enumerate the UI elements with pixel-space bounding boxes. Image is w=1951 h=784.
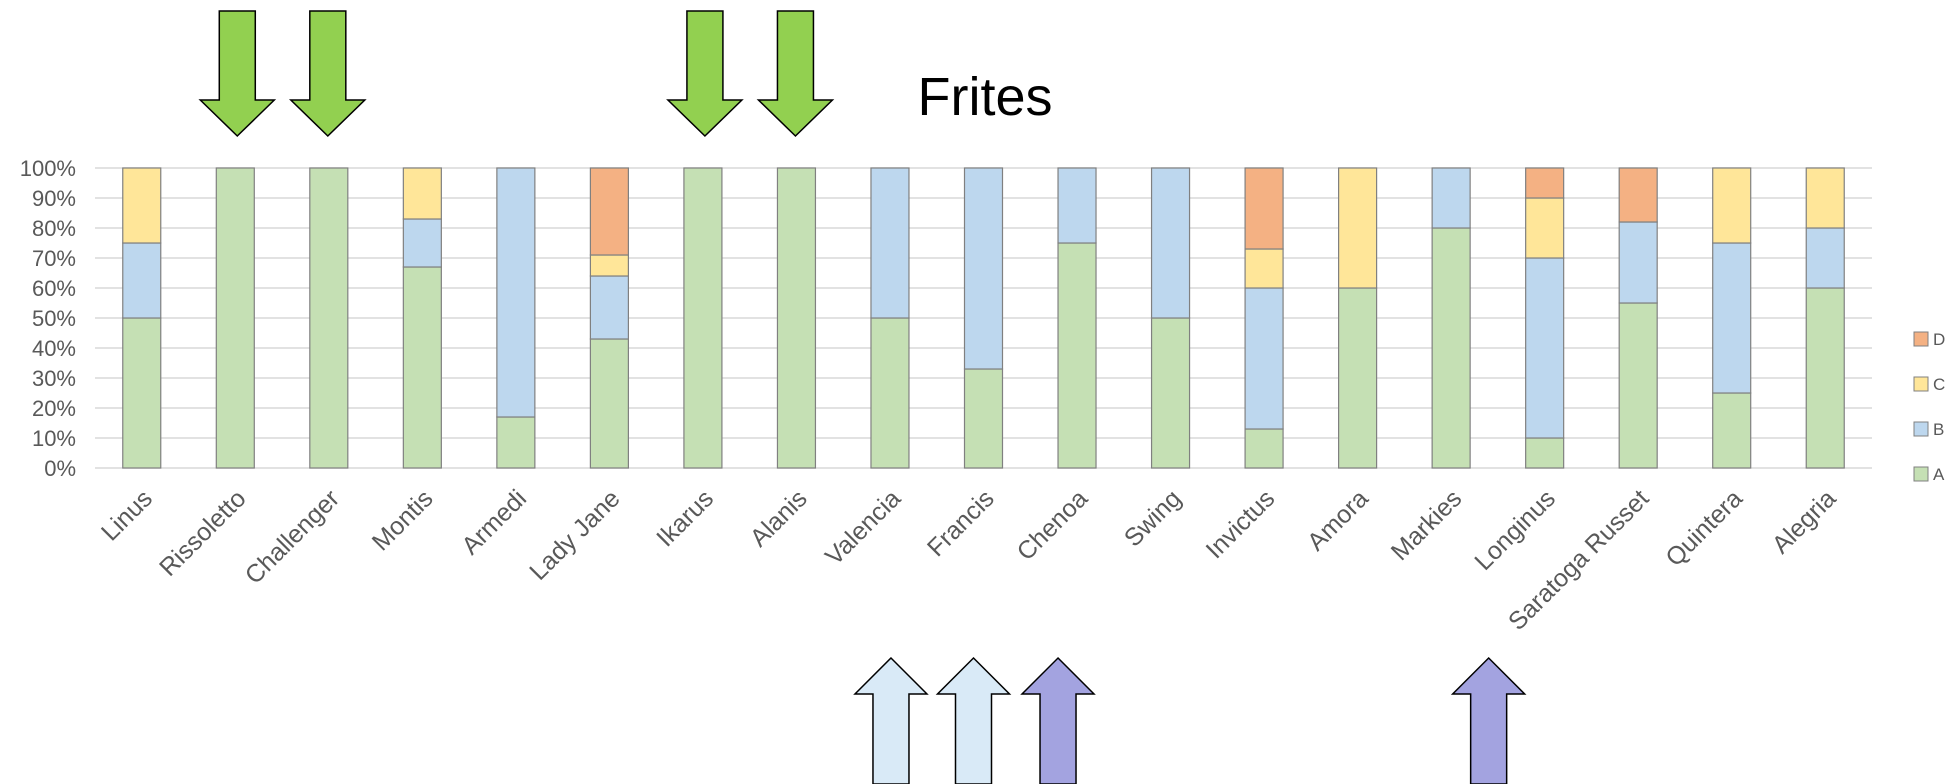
bar-segment-d-longinus bbox=[1525, 167, 1565, 199]
bar-segment-a-francis bbox=[963, 368, 1004, 469]
bar-segment-a-saratoga-russet bbox=[1618, 302, 1658, 469]
bars bbox=[122, 167, 1845, 469]
bar-segment-b-markies bbox=[1431, 167, 1471, 229]
x-tick-label: Linus bbox=[96, 484, 158, 546]
bar-segment-b-lady-jane bbox=[589, 275, 629, 340]
y-tick-label: 90% bbox=[32, 186, 76, 211]
bar-segment-a-montis bbox=[402, 266, 442, 469]
up-arrow-icon bbox=[1020, 656, 1096, 784]
x-tick-label: Rissoletto bbox=[154, 484, 251, 581]
bar-segment-a-invictus bbox=[1244, 428, 1284, 469]
down-arrow-icon bbox=[666, 10, 744, 138]
bar-segment-a-lady-jane bbox=[589, 338, 629, 469]
bar-segment-b-chenoa bbox=[1057, 167, 1097, 244]
bar-segment-a-armedi bbox=[496, 416, 536, 469]
legend-swatch-a bbox=[1913, 466, 1929, 482]
bar-segment-a-amora bbox=[1338, 287, 1378, 469]
y-tick-label: 30% bbox=[32, 366, 76, 391]
bar-segment-b-saratoga-russet bbox=[1618, 221, 1658, 304]
x-tick-label: Challenger bbox=[240, 484, 345, 589]
x-tick-label: Amora bbox=[1302, 484, 1374, 556]
legend-swatch-b bbox=[1913, 421, 1929, 437]
legend-label-a: A bbox=[1933, 465, 1945, 484]
y-axis-tick-labels: 0% 10% 20% 30% 40% 50% 60% 70% 80% 90% 100% bbox=[20, 156, 76, 481]
down-arrow-icon bbox=[288, 10, 367, 138]
x-tick-label: Quintera bbox=[1660, 484, 1748, 572]
bar-segment-a-longinus bbox=[1525, 437, 1565, 469]
up-arrow-icon bbox=[935, 656, 1012, 784]
legend-swatch-c bbox=[1913, 376, 1929, 392]
bar-segment-a-valencia bbox=[870, 317, 910, 469]
y-tick-label: 70% bbox=[32, 246, 76, 271]
x-tick-label: Markies bbox=[1386, 484, 1468, 566]
x-tick-label: Montis bbox=[367, 484, 439, 556]
x-tick-label: Francis bbox=[922, 484, 1000, 562]
legend-label-c: C bbox=[1933, 375, 1945, 394]
y-tick-label: 10% bbox=[32, 426, 76, 451]
bar-segment-d-lady-jane bbox=[589, 167, 629, 256]
bar-segment-b-montis bbox=[402, 218, 442, 268]
legend-label-d: D bbox=[1933, 330, 1945, 349]
up-arrow-icon bbox=[1450, 656, 1527, 784]
bar-segment-c-montis bbox=[402, 167, 442, 220]
x-tick-label: Armedi bbox=[456, 484, 532, 560]
x-tick-label: Alegria bbox=[1767, 484, 1842, 559]
y-tick-label: 50% bbox=[32, 306, 76, 331]
x-tick-label: Invictus bbox=[1201, 484, 1281, 564]
bar-segment-d-invictus bbox=[1244, 167, 1284, 250]
bar-segment-a-alanis bbox=[776, 167, 817, 469]
down-arrow-icon bbox=[756, 10, 835, 138]
bar-segment-c-amora bbox=[1338, 167, 1378, 289]
up-arrow-icon bbox=[853, 656, 929, 784]
y-tick-label: 80% bbox=[32, 216, 76, 241]
x-tick-label: Swing bbox=[1119, 484, 1187, 552]
x-tick-label: Ikarus bbox=[651, 484, 719, 552]
bar-segment-a-swing bbox=[1150, 317, 1191, 469]
bar-segment-a-rissoletto bbox=[215, 167, 255, 469]
legend-label-b: B bbox=[1933, 420, 1944, 439]
x-tick-label: Longinus bbox=[1469, 484, 1561, 576]
x-tick-label: Alanis bbox=[745, 484, 813, 552]
bar-segment-c-alegria bbox=[1805, 167, 1845, 229]
y-tick-label: 60% bbox=[32, 276, 76, 301]
bar-segment-c-longinus bbox=[1525, 197, 1565, 259]
x-tick-label: Valencia bbox=[820, 484, 906, 570]
down-arrow-icon bbox=[198, 10, 277, 138]
bar-segment-c-linus bbox=[122, 167, 162, 244]
bar-segment-b-francis bbox=[963, 167, 1004, 370]
legend-swatch-d bbox=[1913, 331, 1929, 347]
chart-title: Frites bbox=[918, 67, 1053, 127]
bar-segment-c-invictus bbox=[1244, 248, 1284, 289]
bar-segment-c-lady-jane bbox=[589, 254, 629, 277]
bar-segment-b-armedi bbox=[496, 167, 536, 418]
bar-segment-b-longinus bbox=[1525, 257, 1565, 439]
y-tick-label: 40% bbox=[32, 336, 76, 361]
bar-segment-d-saratoga-russet bbox=[1618, 167, 1658, 223]
bar-segment-b-swing bbox=[1150, 167, 1191, 319]
bar-segment-c-quintera bbox=[1712, 167, 1752, 244]
bar-segment-a-linus bbox=[122, 317, 162, 469]
bar-segment-a-markies bbox=[1431, 227, 1471, 469]
bar-segment-b-valencia bbox=[870, 167, 910, 319]
x-tick-label: Chenoa bbox=[1012, 484, 1094, 566]
annotation-arrows bbox=[198, 10, 1527, 784]
bar-segment-a-ikarus bbox=[683, 167, 723, 469]
bar-segment-b-invictus bbox=[1244, 287, 1284, 430]
x-tick-label: Lady Jane bbox=[524, 484, 625, 585]
legend: D C B A bbox=[1913, 330, 1945, 484]
bar-segment-a-alegria bbox=[1805, 287, 1845, 469]
y-tick-label: 0% bbox=[44, 456, 76, 481]
bar-segment-a-challenger bbox=[309, 167, 349, 469]
y-tick-label: 100% bbox=[20, 156, 76, 181]
bar-segment-a-quintera bbox=[1712, 392, 1752, 469]
bar-segment-b-alegria bbox=[1805, 227, 1845, 289]
bar-segment-a-chenoa bbox=[1057, 242, 1097, 469]
y-tick-label: 20% bbox=[32, 396, 76, 421]
bar-segment-b-quintera bbox=[1712, 242, 1752, 394]
bar-segment-b-linus bbox=[122, 242, 162, 319]
